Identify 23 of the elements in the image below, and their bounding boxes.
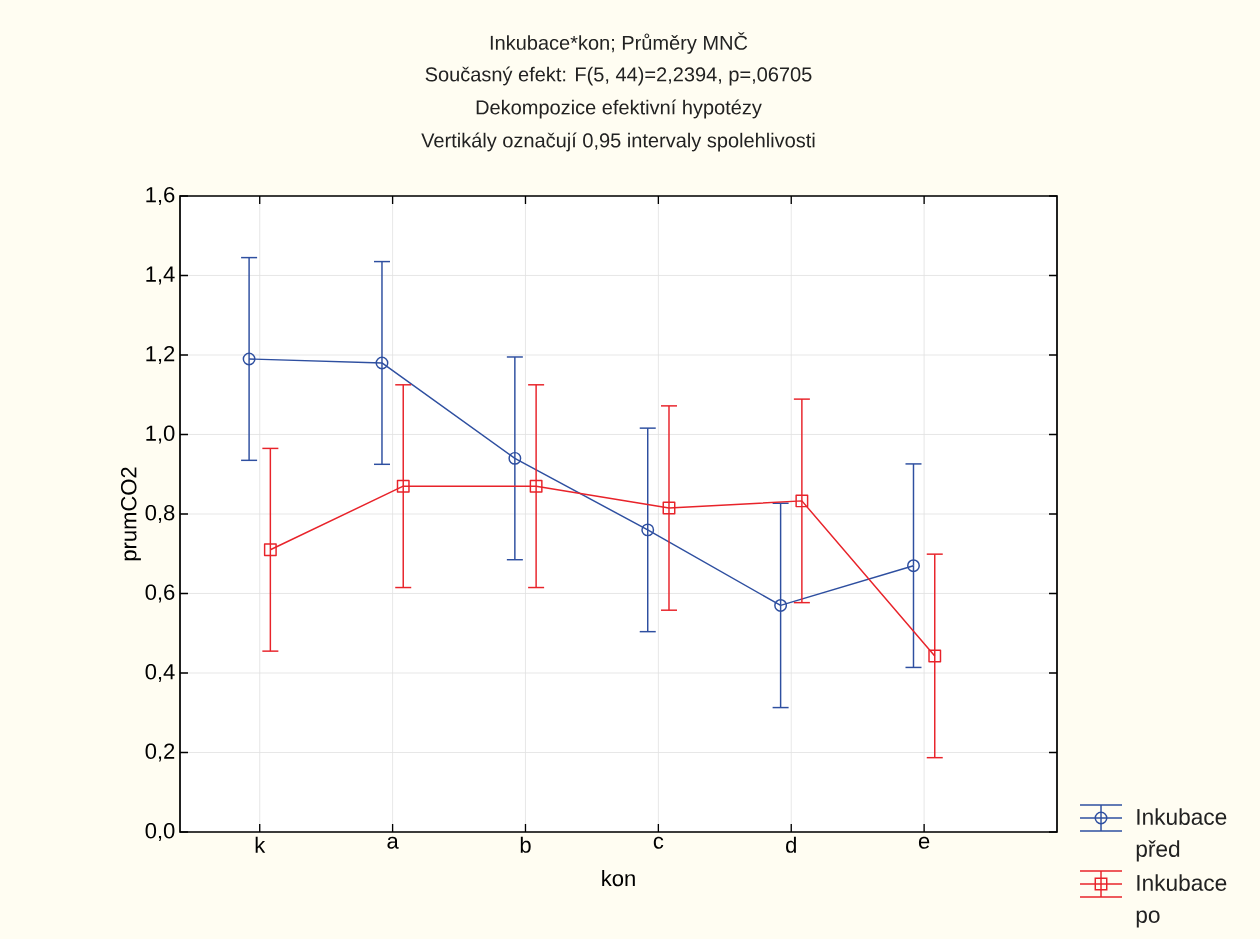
x-tick-label: c	[653, 836, 664, 849]
y-tick-label: 1,4	[146, 266, 175, 285]
chart-subtitle: Současný efekt: F(5, 44)=2,2394, p=,06705	[425, 66, 812, 86]
x-tick-label: e	[918, 836, 930, 849]
y-tick-label: 0,6	[145, 584, 175, 603]
chart-title: Inkubace*kon; Průměry MNČ	[490, 32, 748, 54]
x-tick-label: a	[387, 836, 399, 849]
legend-label: Inkubace před	[1136, 808, 1227, 862]
x-tick-label: b	[520, 836, 531, 853]
text: Vertikály označují 0,95 intervaly spolehlivosti	[421, 132, 815, 152]
y-tick-label: 0,4	[145, 663, 175, 683]
x-axis-title: kon	[602, 870, 635, 887]
y-tick-label: 1,0	[146, 425, 175, 444]
y-tick-label: 1,6	[146, 186, 175, 206]
y-tick-label: 0,0	[145, 822, 175, 842]
y-axis-title: prumCO2	[120, 467, 141, 561]
text: Dekompozice efektivní hypotézy	[476, 99, 762, 119]
y-tick-label: 0,2	[145, 743, 175, 762]
y-tick-label: 0,8	[145, 504, 175, 524]
legend-label: Inkubace po	[1136, 874, 1227, 928]
y-tick-label: 1,2	[146, 345, 175, 365]
x-tick-label: d	[786, 836, 796, 853]
x-tick-label: k	[255, 836, 266, 853]
